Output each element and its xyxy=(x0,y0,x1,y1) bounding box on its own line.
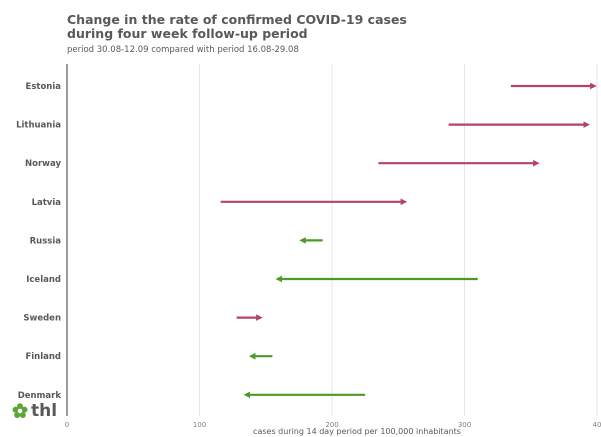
x-axis-ticks: 0 100 200 300 40 xyxy=(65,421,601,429)
category-labels: Estonia Lithuania Norway Latvia Russia Icelan… xyxy=(16,82,61,401)
category-label: Finland xyxy=(25,352,61,362)
x-tick-label: 100 xyxy=(193,421,206,429)
category-label: Latvia xyxy=(32,198,62,208)
category-label: Lithuania xyxy=(16,121,61,131)
x-tick-label: 40 xyxy=(593,421,601,429)
grid-lines xyxy=(199,64,598,416)
chart-subtitle: period 30.08-12.09 compared with period … xyxy=(67,45,299,55)
x-tick-label: 200 xyxy=(325,421,338,429)
category-label: Iceland xyxy=(26,275,61,285)
logo-text: thl xyxy=(31,401,58,421)
flower-icon xyxy=(12,403,28,418)
category-label: Russia xyxy=(30,236,62,246)
x-tick-label: 0 xyxy=(65,421,69,429)
category-label: Norway xyxy=(25,159,61,169)
x-tick-label: 300 xyxy=(458,421,471,429)
chart-title: Change in the rate of confirmed COVID-19… xyxy=(67,12,407,41)
category-label: Denmark xyxy=(18,391,62,401)
category-label: Sweden xyxy=(23,314,61,324)
x-axis-title: cases during 14 day period per 100,000 i… xyxy=(253,427,461,436)
arrow-marks xyxy=(220,82,597,399)
thl-logo: thl xyxy=(12,402,57,420)
category-label: Estonia xyxy=(26,82,62,92)
